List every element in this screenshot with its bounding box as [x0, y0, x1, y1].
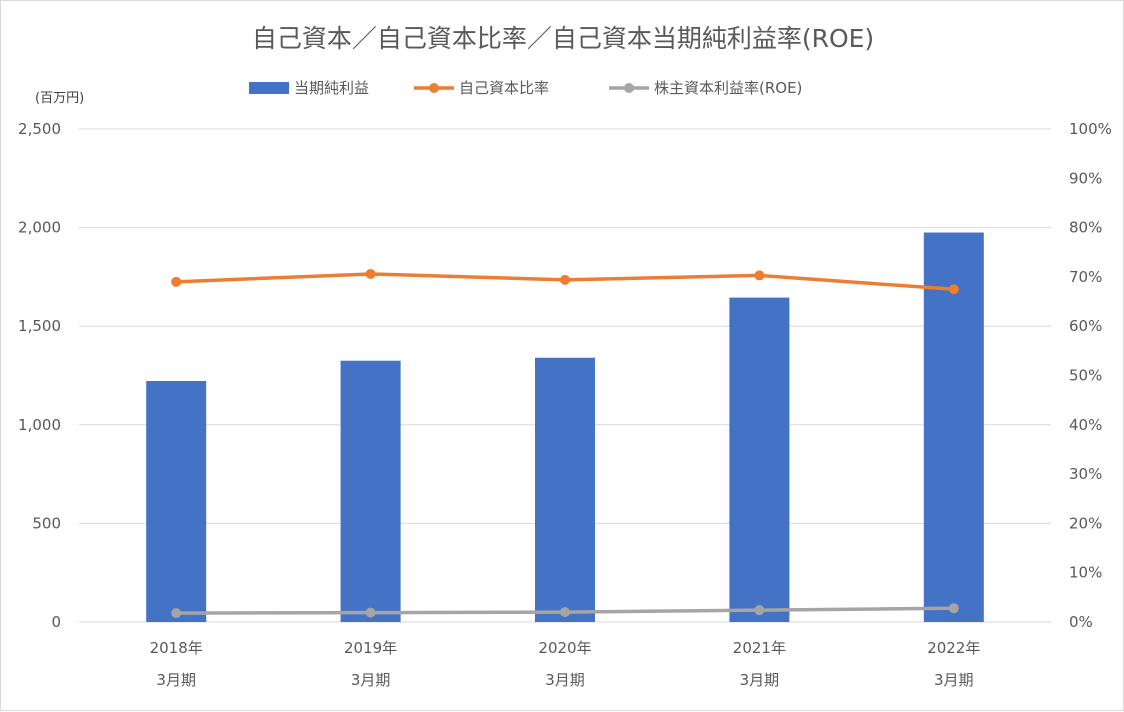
bar [729, 297, 790, 622]
right-tick-label: 100% [1069, 120, 1112, 138]
right-tick-label: 30% [1069, 465, 1102, 483]
chart-title: 自己資本／自己資本比率／自己資本当期純利益率(ROE) [252, 24, 874, 53]
line-point [754, 605, 765, 616]
category-label-year: 2019年 [344, 639, 397, 657]
category-label-period: 3月期 [934, 671, 974, 689]
line-point [365, 268, 376, 279]
category-label-year: 2020年 [538, 639, 591, 657]
category-label-year: 2018年 [150, 639, 203, 657]
left-tick-label: 1,000 [18, 416, 61, 434]
line-point [365, 607, 376, 618]
legend-swatch [249, 82, 289, 94]
left-tick-label: 2,500 [18, 120, 61, 138]
bar [923, 232, 984, 622]
right-tick-label: 20% [1069, 514, 1102, 532]
legend-label: 自己資本比率 [459, 79, 549, 97]
line-point [560, 274, 570, 285]
left-tick-label: 500 [32, 514, 61, 532]
left-tick-label: 1,500 [18, 317, 61, 335]
legend: 当期純利益 自己資本比率 株主資本利益率(ROE) [249, 79, 802, 97]
legend-label: 株主資本利益率(ROE) [654, 79, 802, 97]
bar [535, 357, 595, 622]
x-axis: 2018年 3月期 2019年 3月期 2020年 3月期 2021年 3月期 2022年 3月期 [150, 639, 981, 689]
right-tick-label: 60% [1069, 317, 1102, 335]
right-tick-label: 50% [1069, 367, 1102, 385]
line-point [948, 603, 959, 614]
right-tick-label: 10% [1069, 564, 1102, 582]
y-axis-unit-label: (百万円) [35, 91, 84, 106]
right-tick-label: 70% [1069, 268, 1102, 286]
line-point [171, 276, 182, 287]
left-axis: 0 500 1,000 1,500 2,000 2,500 [18, 120, 61, 631]
category-label-year: 2021年 [733, 639, 786, 657]
right-tick-label: 0% [1069, 613, 1093, 631]
legend-marker [429, 83, 439, 93]
bar-series [146, 232, 984, 622]
line-point [171, 608, 182, 619]
line-point [754, 270, 765, 281]
line-point [948, 284, 959, 295]
line-point [560, 607, 570, 618]
left-tick-label: 0 [51, 613, 61, 631]
line-series [171, 268, 959, 619]
right-axis: 0% 10% 20% 30% 40% 50% 60% 70% 80% 90% 100% [1069, 120, 1112, 631]
category-label-period: 3月期 [156, 671, 196, 689]
right-tick-label: 90% [1069, 169, 1102, 187]
category-label-year: 2022年 [927, 639, 980, 657]
category-label-period: 3月期 [740, 671, 780, 689]
right-tick-label: 40% [1069, 416, 1102, 434]
category-label-period: 3月期 [351, 671, 391, 689]
bar [340, 360, 401, 622]
right-tick-label: 80% [1069, 219, 1102, 237]
left-tick-label: 2,000 [18, 219, 61, 237]
legend-label: 当期純利益 [294, 79, 369, 97]
legend-marker [624, 83, 634, 93]
category-label-period: 3月期 [545, 671, 585, 689]
bar [146, 381, 207, 622]
